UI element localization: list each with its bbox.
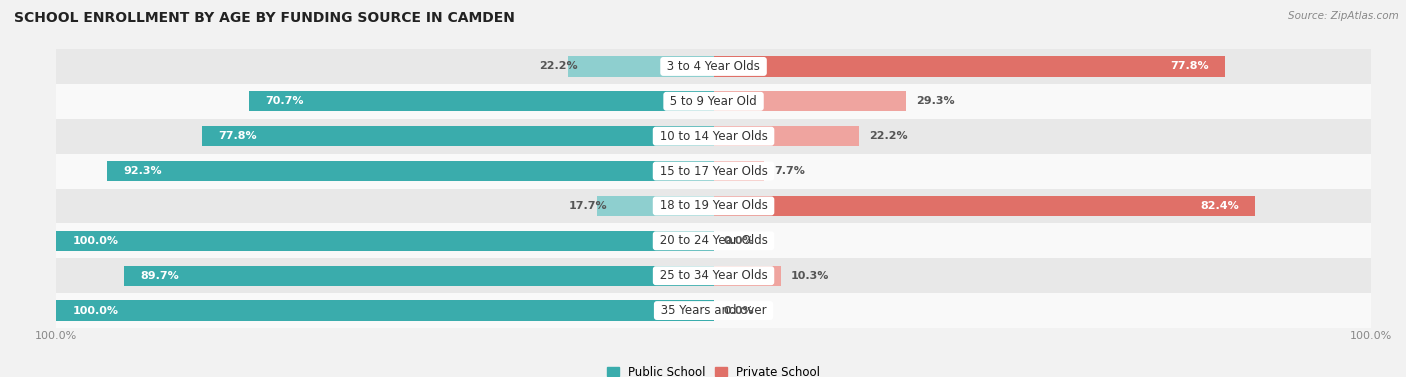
Bar — [56, 258, 1371, 293]
Bar — [713, 56, 1225, 77]
Bar — [56, 223, 1371, 258]
Bar — [713, 265, 782, 286]
Legend: Public School, Private School: Public School, Private School — [602, 361, 825, 377]
Text: 100.0%: 100.0% — [73, 305, 118, 316]
Bar — [598, 196, 713, 216]
Text: 20 to 24 Year Olds: 20 to 24 Year Olds — [655, 234, 772, 247]
Bar — [713, 91, 905, 112]
Bar — [107, 161, 713, 181]
Text: 92.3%: 92.3% — [124, 166, 162, 176]
Text: 22.2%: 22.2% — [869, 131, 908, 141]
Text: 22.2%: 22.2% — [538, 61, 578, 72]
Text: 18 to 19 Year Olds: 18 to 19 Year Olds — [655, 199, 772, 212]
Text: 10 to 14 Year Olds: 10 to 14 Year Olds — [655, 130, 772, 143]
Text: 5 to 9 Year Old: 5 to 9 Year Old — [666, 95, 761, 108]
Bar — [56, 84, 1371, 119]
Text: 77.8%: 77.8% — [218, 131, 257, 141]
Bar — [713, 161, 763, 181]
Text: 70.7%: 70.7% — [266, 96, 304, 106]
Text: 77.8%: 77.8% — [1170, 61, 1209, 72]
Bar — [56, 154, 1371, 188]
Text: 0.0%: 0.0% — [724, 236, 754, 246]
Bar — [568, 56, 713, 77]
Bar — [56, 119, 1371, 154]
Text: Source: ZipAtlas.com: Source: ZipAtlas.com — [1288, 11, 1399, 21]
Bar — [56, 49, 1371, 84]
Bar — [249, 91, 713, 112]
Text: 15 to 17 Year Olds: 15 to 17 Year Olds — [655, 165, 772, 178]
Bar — [713, 126, 859, 146]
Text: 7.7%: 7.7% — [775, 166, 804, 176]
Bar — [56, 231, 713, 251]
Text: SCHOOL ENROLLMENT BY AGE BY FUNDING SOURCE IN CAMDEN: SCHOOL ENROLLMENT BY AGE BY FUNDING SOUR… — [14, 11, 515, 25]
Bar — [202, 126, 713, 146]
Bar — [56, 300, 713, 321]
Bar — [56, 188, 1371, 223]
Text: 25 to 34 Year Olds: 25 to 34 Year Olds — [655, 269, 772, 282]
Text: 100.0%: 100.0% — [73, 236, 118, 246]
Bar — [124, 265, 713, 286]
Text: 82.4%: 82.4% — [1199, 201, 1239, 211]
Text: 0.0%: 0.0% — [724, 305, 754, 316]
Bar — [713, 196, 1256, 216]
Text: 35 Years and over: 35 Years and over — [657, 304, 770, 317]
Text: 29.3%: 29.3% — [915, 96, 955, 106]
Text: 10.3%: 10.3% — [792, 271, 830, 281]
Text: 89.7%: 89.7% — [141, 271, 179, 281]
Text: 17.7%: 17.7% — [568, 201, 607, 211]
Text: 3 to 4 Year Olds: 3 to 4 Year Olds — [664, 60, 763, 73]
Bar — [56, 293, 1371, 328]
